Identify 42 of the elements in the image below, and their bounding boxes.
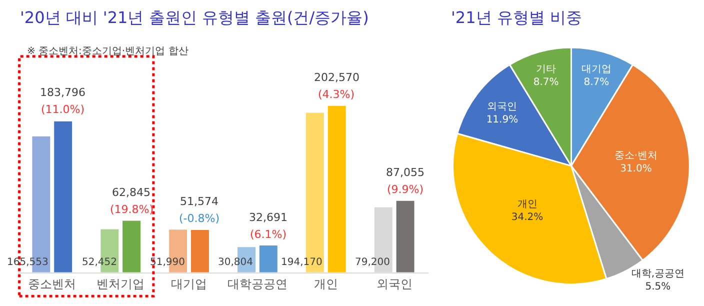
data-label: 30,804	[218, 257, 253, 268]
data-label: 5.5%	[645, 282, 671, 293]
x-tick-label: 벤처기업	[96, 276, 145, 291]
chart-title: '21년 유형별 비중	[451, 8, 582, 27]
bar	[259, 246, 278, 272]
data-label: 51,574	[180, 195, 218, 208]
text: ※ 중소벤처:중소기업·벤처기업 합산	[27, 46, 188, 57]
slice-label: 외국인	[487, 101, 518, 112]
chart-title: '20년 대비 '21년 출원인 유형별 출원(건/증가율)	[20, 8, 369, 27]
slice-label: 중소·벤처	[614, 150, 658, 162]
data-label: 31.0%	[620, 164, 652, 175]
data-label: 183,796	[40, 86, 86, 99]
data-label: 51,990	[150, 257, 185, 268]
data-label: 11.9%	[486, 114, 518, 126]
annotation: (19.8%)	[110, 203, 154, 216]
data-label: 87,055	[386, 166, 424, 179]
bar	[54, 121, 72, 272]
annotation: (-0.8%)	[179, 212, 220, 225]
x-tick-label: 외국인	[376, 276, 412, 291]
annotation: (4.3%)	[318, 88, 355, 101]
annotation: (6.1%)	[250, 228, 287, 241]
x-tick-label: 대기업	[171, 276, 208, 291]
data-label: 79,200	[355, 257, 390, 268]
slice-label: 대학,공공연	[631, 268, 685, 280]
bar	[122, 220, 141, 272]
data-label: 34.2%	[511, 212, 544, 223]
x-tick-label: 대학공공연	[227, 276, 288, 291]
data-label: 8.7%	[584, 77, 610, 88]
data-label: 62,845	[112, 186, 150, 199]
data-label: 202,570	[314, 71, 360, 84]
slice-label: 대기업	[581, 64, 612, 76]
slice-label: 개인	[517, 198, 538, 210]
annotation: (9.9%)	[387, 183, 424, 196]
x-tick-label: 개인	[314, 276, 338, 291]
bar	[190, 230, 209, 272]
slice-label: 기타	[536, 64, 556, 76]
annotation: (11.0%)	[41, 103, 85, 116]
bar	[396, 200, 414, 272]
x-tick-label: 중소벤처	[28, 276, 76, 291]
data-label: 8.7%	[533, 77, 559, 88]
data-label: 32,691	[249, 211, 288, 224]
bar	[328, 106, 346, 272]
